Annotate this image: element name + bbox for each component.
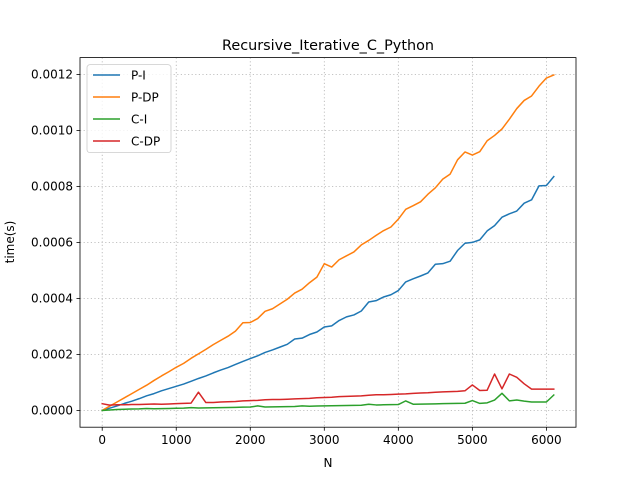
legend-label-c-i: C-I xyxy=(131,112,147,126)
y-tick-label: 0.0000 xyxy=(31,404,73,418)
legend-box xyxy=(86,64,172,153)
chart-title: Recursive_Iterative_C_Python xyxy=(222,38,434,54)
x-axis-ticks: 0 1000 2000 3000 4000 5000 6000 xyxy=(98,427,562,447)
series-line-c-i xyxy=(101,392,555,412)
series-line-p-i xyxy=(101,175,555,412)
y-axis-label: time(s) xyxy=(3,221,17,264)
legend-label-c-dp: C-DP xyxy=(131,134,160,148)
x-tick-label: 3000 xyxy=(309,433,340,447)
y-tick-label: 0.0008 xyxy=(31,180,73,194)
x-tick-label: 5000 xyxy=(457,433,488,447)
legend: P-I P-DP C-I C-DP xyxy=(86,64,172,153)
x-tick-label: 2000 xyxy=(235,433,266,447)
legend-label-p-i: P-I xyxy=(131,68,146,82)
series-line-p-dp xyxy=(101,73,555,412)
y-axis-ticks: 0.0000 0.0002 0.0004 0.0006 0.0008 0.0010 0.00… xyxy=(31,68,80,418)
x-tick-label: 4000 xyxy=(383,433,414,447)
x-axis-label: N xyxy=(324,456,333,470)
x-tick-label: 0 xyxy=(98,433,106,447)
x-tick-label: 1000 xyxy=(161,433,192,447)
y-tick-label: 0.0004 xyxy=(31,292,73,306)
y-tick-label: 0.0006 xyxy=(31,236,73,250)
x-tick-label: 6000 xyxy=(531,433,562,447)
series-line-c-dp xyxy=(101,373,555,406)
y-tick-label: 0.0002 xyxy=(31,348,73,362)
legend-label-p-dp: P-DP xyxy=(131,90,159,104)
series-lines xyxy=(101,73,555,412)
y-tick-label: 0.0010 xyxy=(31,124,73,138)
y-tick-label: 0.0012 xyxy=(31,68,73,82)
